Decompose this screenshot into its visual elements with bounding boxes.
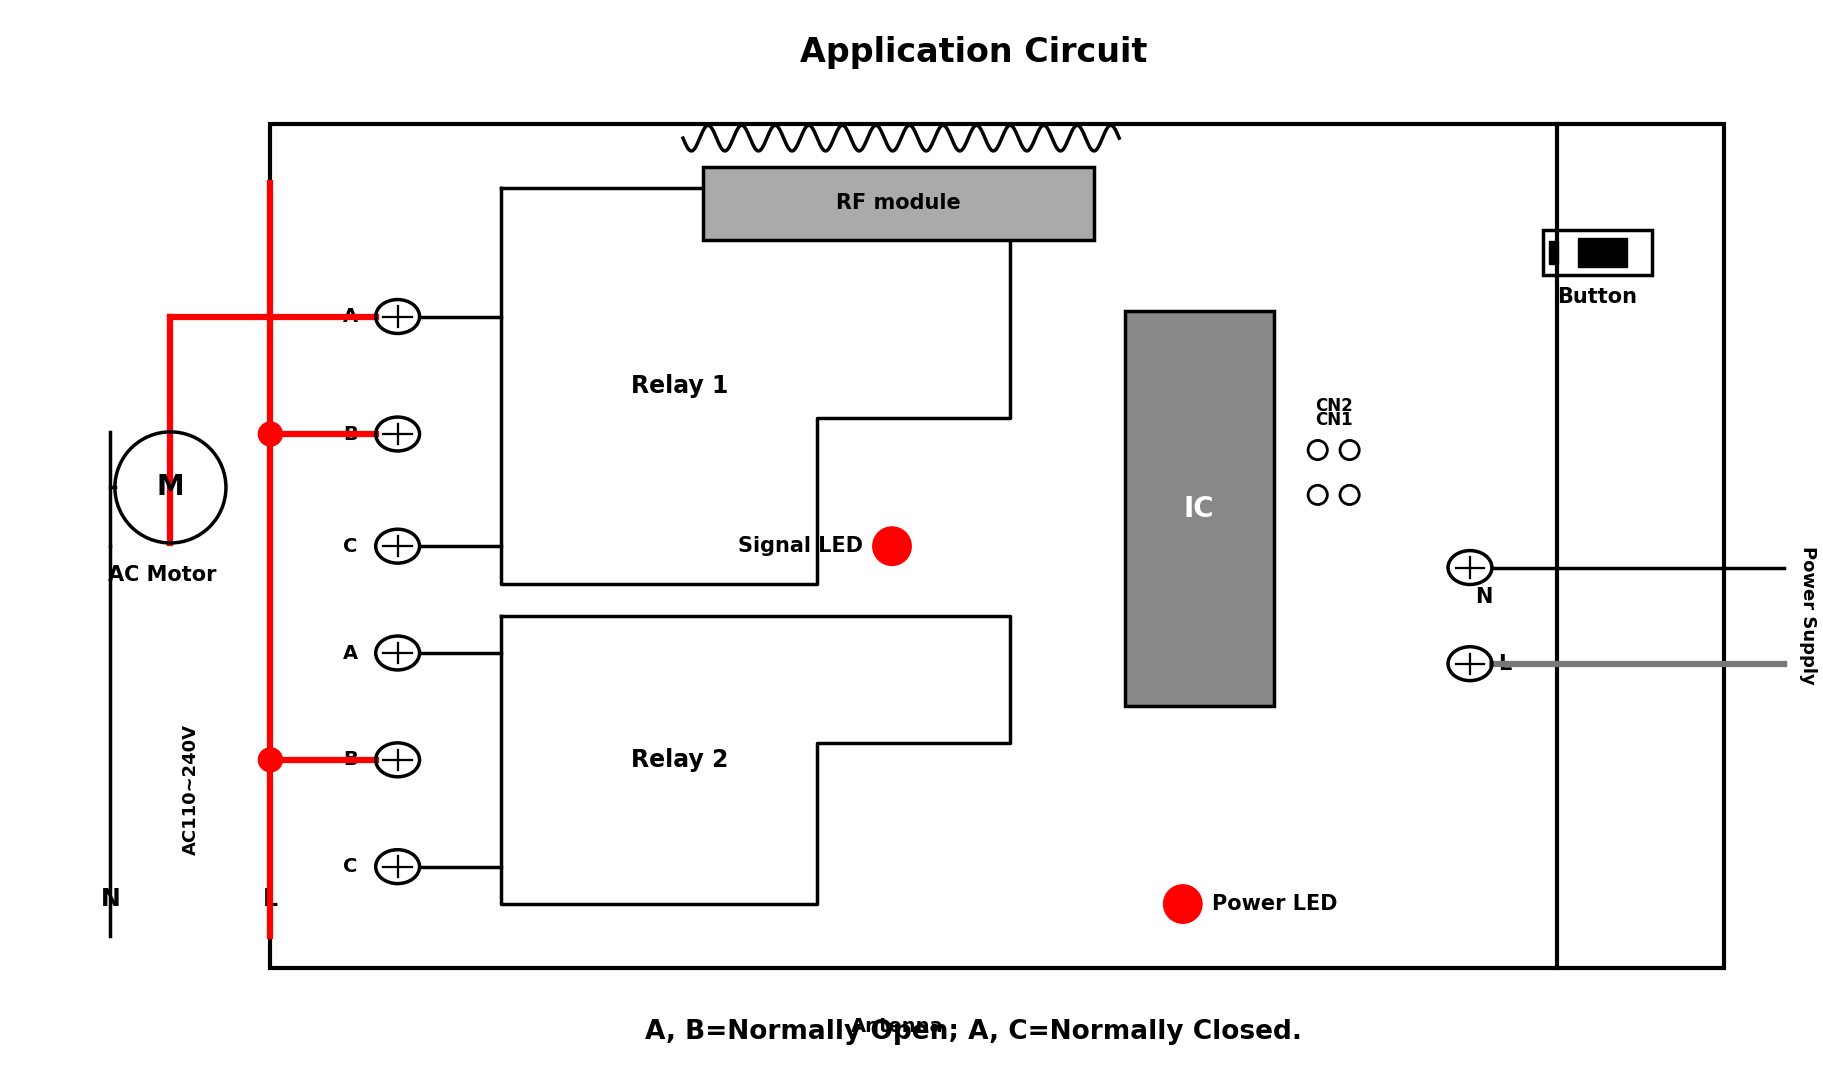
Text: CN1: CN1 — [1314, 411, 1353, 429]
Text: C: C — [343, 857, 357, 876]
Bar — [270, 124, 1725, 968]
Text: Button: Button — [1557, 287, 1637, 306]
Circle shape — [873, 527, 912, 565]
Text: A, B=Normally Open; A, C=Normally Closed.: A, B=Normally Open; A, C=Normally Closed… — [645, 1020, 1302, 1045]
Circle shape — [259, 748, 283, 772]
Text: Antenna: Antenna — [851, 1017, 944, 1037]
Text: A: A — [343, 307, 357, 326]
Text: Relay 2: Relay 2 — [631, 748, 727, 772]
Text: M: M — [157, 473, 184, 501]
Bar — [1550, 241, 1559, 263]
Bar — [1125, 312, 1274, 707]
Bar — [704, 167, 1094, 240]
Text: Application Circuit: Application Circuit — [800, 36, 1147, 70]
Circle shape — [259, 422, 283, 446]
Text: A: A — [343, 644, 357, 663]
Text: AC110~240V: AC110~240V — [182, 724, 199, 855]
Circle shape — [1163, 885, 1201, 923]
Text: Power LED: Power LED — [1212, 894, 1338, 914]
Text: C: C — [343, 537, 357, 556]
Text: RF module: RF module — [837, 193, 961, 213]
Text: B: B — [343, 424, 357, 443]
Text: B: B — [343, 751, 357, 769]
Text: Signal LED: Signal LED — [738, 537, 862, 556]
Text: L: L — [263, 887, 277, 911]
Text: N: N — [100, 887, 120, 911]
Text: AC Motor: AC Motor — [108, 564, 217, 585]
Text: Relay 1: Relay 1 — [631, 374, 727, 398]
Text: Power Supply: Power Supply — [1799, 546, 1818, 685]
Bar — [1579, 238, 1628, 267]
Text: N: N — [1475, 588, 1493, 607]
Text: CN2: CN2 — [1314, 396, 1353, 414]
Bar — [1542, 230, 1652, 275]
Text: IC: IC — [1183, 495, 1214, 523]
Text: L: L — [1499, 653, 1511, 674]
